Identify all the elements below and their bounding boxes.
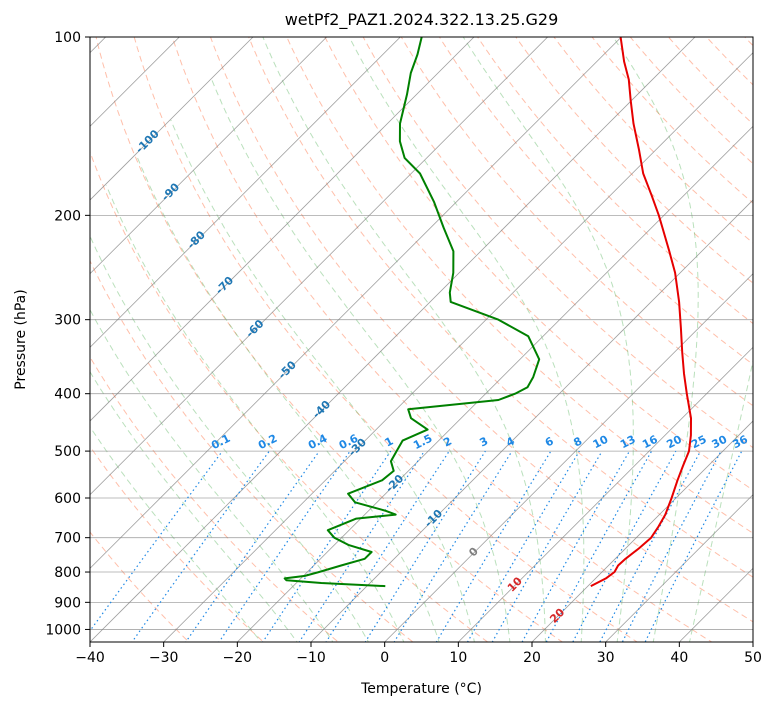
moist-adiabat-line (612, 37, 699, 642)
plot-area (90, 37, 753, 642)
mixing-ratio-line (90, 450, 223, 632)
mixing-ratio-line (218, 450, 351, 642)
dry-adiabat-line (248, 37, 753, 578)
moist-adiabat-line (688, 358, 753, 642)
x-tick-label: 0 (380, 650, 389, 666)
y-tick-label: 700 (54, 531, 81, 547)
isotherm-line (90, 37, 622, 569)
y-tick-label: 600 (54, 491, 81, 507)
y-tick-label: 900 (54, 595, 81, 611)
isotherm-line (310, 199, 753, 642)
y-tick-label: 1000 (45, 622, 81, 638)
dewpoint-profile-line (283, 37, 541, 588)
mixing-ratio-label: 25 (689, 433, 709, 452)
mixing-ratio-line (185, 450, 320, 642)
dry-adiabat-line (362, 37, 753, 449)
dry-adiabat-line (438, 37, 753, 366)
mixing-ratio-line (393, 450, 513, 642)
mixing-ratio-line (435, 450, 552, 642)
mixing-ratio-label: 10 (591, 433, 611, 452)
moist-adiabat-line (105, 185, 405, 642)
axes: −40 −30 −20 −10 0 10 20 30 40 50 100 200 300 400 500 60… (45, 30, 762, 666)
isotherm-line (605, 494, 753, 642)
y-tick-label: 300 (54, 313, 81, 329)
isotherm-line (384, 273, 753, 642)
x-tick-label: 10 (449, 650, 467, 666)
isotherm-line (90, 37, 180, 127)
y-tick-label: 100 (54, 30, 81, 46)
x-tick-label: −40 (75, 650, 105, 666)
moist-adiabat-line (90, 425, 262, 642)
dry-adiabat-line (667, 37, 753, 125)
y-tick-label: 800 (54, 565, 81, 581)
isotherm-line (90, 37, 475, 422)
mixing-ratio-line (491, 450, 603, 642)
dry-adiabat-line (90, 150, 489, 642)
x-tick-label: 20 (523, 650, 541, 666)
dry-adiabat-line (324, 37, 753, 491)
moist-adiabat-line (170, 119, 476, 642)
dry-adiabat-line (476, 37, 753, 325)
moist-adiabat-line (90, 234, 369, 642)
mixing-ratio-label: 16 (640, 433, 660, 452)
plot-frame (89, 36, 754, 643)
series-layer (283, 37, 692, 588)
y-axis-label: Pressure (hPa) (13, 289, 29, 389)
mixing-ratio-line (521, 450, 631, 642)
isotherm-line (457, 346, 753, 642)
moist-adiabat-line (211, 79, 511, 642)
isotherm-line (236, 125, 753, 642)
x-tick-label: −10 (296, 650, 326, 666)
x-tick-label: 40 (670, 650, 688, 666)
y-tick-label: 500 (54, 444, 81, 460)
mixing-ratio-label: 30 (710, 433, 730, 452)
y-tick-label: 400 (54, 387, 81, 403)
isotherm-line (90, 37, 549, 496)
mixing-ratio-line (364, 450, 486, 642)
moist-adiabat-line (135, 154, 440, 642)
x-tick-label: 50 (744, 650, 762, 666)
isotherm-line (90, 37, 254, 201)
moist-adiabat-line (348, 37, 585, 642)
x-axis-label: Temperature (°C) (360, 681, 482, 697)
dry-adiabat-line (133, 37, 638, 642)
mixing-ratio-line (621, 450, 722, 642)
mixing-ratio-label: 20 (664, 433, 684, 452)
isotherm-line (163, 52, 753, 642)
mixing-ratio-label: 36 (730, 433, 750, 452)
moist-adiabat-line (462, 37, 634, 642)
dry-adiabat-line (171, 37, 713, 642)
moist-adiabat-line (90, 308, 334, 642)
isotherm-line (90, 37, 401, 348)
isotherm-line (531, 420, 753, 642)
isotherm-line (90, 37, 696, 642)
x-tick-label: 30 (597, 650, 615, 666)
moist-adiabat-line (262, 37, 546, 642)
dry-adiabat-line (286, 37, 753, 534)
chart-title: wetPf2_PAZ1.2024.322.13.25.G29 (285, 10, 559, 30)
mixing-ratio-line (644, 450, 743, 642)
mixing-ratio-line (131, 450, 270, 642)
dry-adiabat-line (90, 259, 414, 642)
x-tick-label: −20 (223, 650, 253, 666)
dry-adiabat-line (90, 445, 265, 642)
y-tick-label: 200 (54, 208, 81, 224)
dry-adiabat-line (95, 37, 564, 642)
isotherm-line (90, 37, 328, 275)
mixing-ratio-line (466, 450, 580, 642)
temperature-profile-line (590, 37, 692, 587)
x-tick-label: −30 (149, 650, 179, 666)
moist-adiabat-line (90, 370, 298, 642)
mixing-ratio-label: 13 (618, 433, 638, 452)
